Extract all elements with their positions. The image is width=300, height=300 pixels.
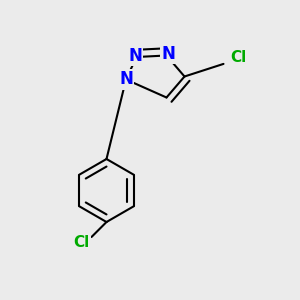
Text: N: N xyxy=(161,45,175,63)
Text: N: N xyxy=(119,70,133,88)
Text: N: N xyxy=(128,46,142,64)
Text: Cl: Cl xyxy=(230,50,247,65)
Text: Cl: Cl xyxy=(74,235,90,250)
